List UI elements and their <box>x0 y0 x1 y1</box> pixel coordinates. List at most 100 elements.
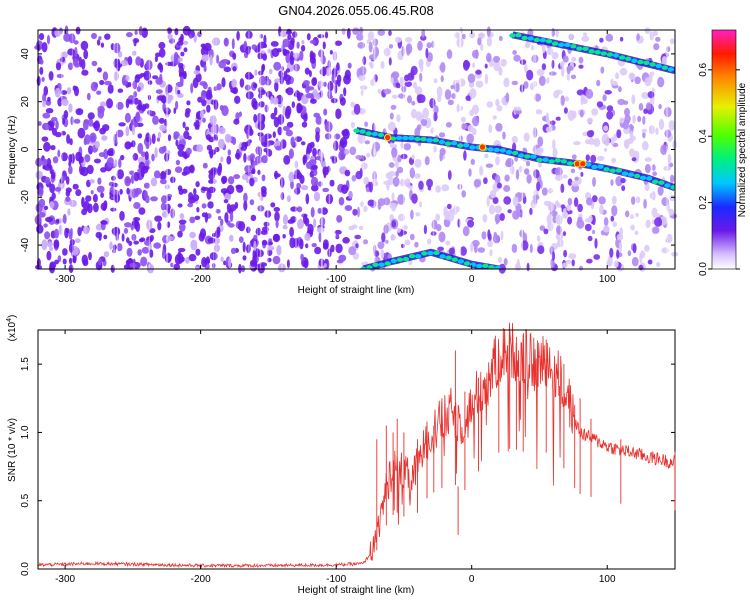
noise-blob <box>111 189 119 195</box>
track-dot <box>384 261 391 266</box>
noise-blob <box>404 81 413 87</box>
noise-blob <box>175 139 179 147</box>
noise-blob <box>249 177 255 187</box>
noise-blob <box>315 115 323 125</box>
noise-blob <box>404 74 410 82</box>
track-main <box>353 126 675 192</box>
noise-blob <box>389 142 394 148</box>
noise-blob <box>215 209 221 214</box>
noise-blob <box>81 196 85 208</box>
track-dot <box>618 55 626 60</box>
noise-blob <box>333 140 339 151</box>
noise-blob <box>264 210 272 218</box>
noise-blob <box>117 51 123 58</box>
noise-blob <box>568 33 574 40</box>
track-dot <box>396 257 404 262</box>
noise-blob <box>289 55 295 66</box>
noise-blob <box>551 59 555 69</box>
noise-blob <box>505 92 510 103</box>
noise-blob <box>244 84 251 91</box>
noise-blob <box>223 260 227 266</box>
noise-blob <box>49 164 53 175</box>
noise-blob <box>157 63 163 70</box>
noise-blob <box>336 215 343 223</box>
noise-blob <box>207 201 214 209</box>
noise-blob <box>178 135 185 140</box>
noise-blob <box>232 66 237 72</box>
noise-blob <box>72 183 79 190</box>
noise-blob <box>649 31 655 41</box>
noise-blob <box>288 171 295 183</box>
noise-blob <box>280 139 287 149</box>
snr-y-axis: 0.0 0.5 1.0 1.5 <box>20 357 675 576</box>
noise-blob <box>45 216 53 223</box>
noise-blob <box>334 83 338 94</box>
noise-blob <box>43 223 48 228</box>
noise-blob <box>151 133 156 145</box>
noise-blob <box>400 153 408 160</box>
noise-blob <box>405 43 413 54</box>
noise-blob <box>99 79 105 86</box>
noise-blob <box>327 80 334 92</box>
noise-blob <box>579 265 583 271</box>
noise-blob <box>115 232 119 241</box>
noise-blob <box>359 26 364 35</box>
noise-blob <box>416 124 422 131</box>
noise-blob <box>362 56 367 66</box>
noise-blob <box>178 62 184 69</box>
noise-blob <box>466 133 475 144</box>
y-tick-label: 0.5 <box>20 493 31 507</box>
noise-blob <box>312 169 318 176</box>
noise-blob <box>514 106 522 111</box>
noise-blob <box>96 39 101 46</box>
noise-blob <box>444 210 450 221</box>
noise-blob <box>524 64 528 73</box>
noise-blob <box>166 27 173 34</box>
track-dot <box>554 158 561 163</box>
track-dot <box>469 262 477 267</box>
noise-blob <box>660 144 668 156</box>
noise-blob <box>157 221 162 231</box>
noise-blob <box>258 70 264 76</box>
noise-blob <box>188 196 196 204</box>
track-dot <box>505 150 513 155</box>
noise-blob <box>201 187 209 191</box>
noise-blob <box>82 119 89 131</box>
noise-blob <box>470 242 474 253</box>
noise-blob <box>152 75 159 80</box>
noise-blob <box>391 192 395 201</box>
track-dot <box>439 254 446 259</box>
noise-blob <box>152 115 159 125</box>
noise-blob <box>613 260 619 268</box>
noise-blob <box>471 104 479 115</box>
noise-blob <box>270 202 276 208</box>
noise-blob <box>196 206 200 213</box>
noise-blob <box>484 73 489 85</box>
noise-blob <box>320 207 328 215</box>
noise-blob <box>116 169 125 180</box>
noise-blob <box>545 126 553 133</box>
noise-blob <box>439 151 443 162</box>
noise-blob <box>186 100 191 106</box>
noise-blob <box>75 189 82 197</box>
noise-blob <box>267 248 273 257</box>
noise-blob <box>551 251 556 262</box>
noise-blob <box>503 185 511 192</box>
noise-blob <box>233 118 240 125</box>
noise-blob <box>193 188 197 196</box>
noise-blob <box>555 28 559 38</box>
noise-blob <box>504 174 510 182</box>
noise-blob <box>220 256 224 262</box>
noise-blob <box>92 193 98 203</box>
noise-blob <box>43 86 49 96</box>
noise-blob <box>566 66 571 75</box>
noise-blob <box>221 105 229 117</box>
track-dot <box>377 132 385 138</box>
colorbar: 0.0 0.2 0.4 0.6 Normalized spectral amplitu… <box>698 29 748 276</box>
noise-blob <box>186 147 192 155</box>
noise-blob <box>282 234 286 239</box>
track-upper <box>509 31 675 75</box>
noise-blob <box>312 147 317 157</box>
noise-blob <box>195 112 200 120</box>
